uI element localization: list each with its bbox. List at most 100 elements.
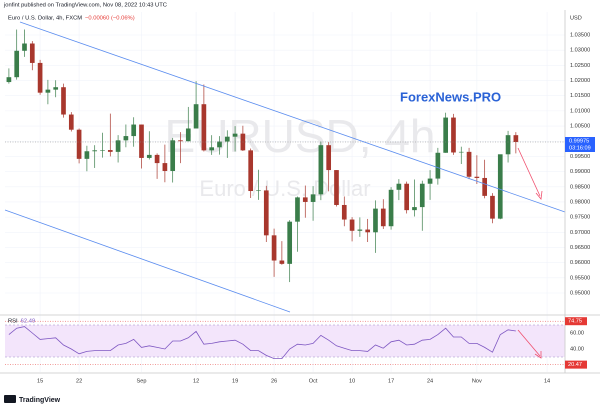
rsi-marker-box [565, 317, 587, 326]
logo: TradingView [19, 397, 61, 404]
candle-body [170, 140, 176, 171]
candle-body [458, 151, 464, 153]
candle-body [217, 141, 222, 148]
y-tick-label: 1.03500 [570, 32, 590, 38]
candle-body [466, 151, 472, 177]
rsi-band [5, 325, 565, 357]
candle-body [365, 229, 371, 233]
candle-body [318, 145, 324, 195]
x-tick-label: 22 [76, 378, 82, 384]
candle-body [310, 194, 316, 202]
marks [5, 29, 565, 365]
x-tick-label: 12 [193, 378, 199, 384]
candle-body [497, 154, 503, 219]
candle-body [326, 145, 332, 171]
candle-body [427, 178, 433, 184]
y-tick-label: 1.02000 [570, 78, 590, 84]
rsi-tick-label: 40.00 [570, 346, 584, 352]
candle-body [68, 114, 74, 130]
candle-body [201, 104, 207, 151]
candle-body [404, 183, 410, 211]
candle-body [505, 135, 511, 155]
y-tick-label: 0.98000 [570, 199, 590, 205]
candle-body [29, 43, 35, 63]
candle-body [373, 208, 378, 233]
candle-body [513, 135, 519, 142]
trend-line [4, 209, 291, 313]
candle-body [162, 163, 168, 171]
y-tick-label: 0.96000 [570, 260, 590, 266]
y-tick-label: 0.96500 [570, 245, 590, 251]
watermark-subtitle: Euro / U.S. Dollar [199, 176, 370, 201]
rsi-marker-label: 20.47 [568, 362, 582, 368]
y-tick-label: 1.01500 [570, 93, 590, 99]
price-label: 0.99975 [569, 138, 589, 144]
candle-body [107, 150, 113, 152]
y-tick-label: 0.99500 [570, 154, 590, 160]
candle-body [349, 219, 355, 231]
candle-body [482, 177, 488, 196]
candle-body [380, 208, 386, 227]
currency: USD [570, 15, 582, 21]
rsi-value: 62.49 [21, 319, 36, 325]
candle-body [53, 87, 59, 90]
candle-body [123, 136, 129, 141]
y-tick-label: 0.95500 [570, 275, 590, 281]
candle-body [154, 154, 160, 164]
candle-body [334, 170, 339, 205]
x-tick-label: 17 [388, 378, 394, 384]
candle-body [263, 190, 269, 236]
trend-line [19, 21, 566, 213]
candle-body [100, 150, 105, 151]
x-tick-label: 14 [544, 378, 550, 384]
candle-body [6, 77, 12, 83]
candle-body [451, 117, 456, 153]
y-tick-label: 1.02500 [570, 63, 590, 69]
candle-body [84, 151, 90, 159]
rsi-line [8, 326, 516, 359]
arrow-head [535, 190, 543, 200]
candle-body [256, 190, 261, 192]
candle-body [92, 150, 98, 152]
candle-body [178, 140, 183, 142]
candle-body [490, 195, 495, 219]
arrow-head [534, 351, 542, 359]
candle-body [341, 204, 347, 220]
candle-body [232, 133, 238, 137]
y-tick-label: 1.01000 [570, 108, 590, 114]
candle-body [185, 128, 191, 142]
arrow [517, 329, 541, 357]
y-tick-label: 0.99000 [570, 169, 590, 175]
x-tick-label: 10 [349, 378, 355, 384]
candle-body [474, 176, 480, 178]
x-tick-label: 15 [37, 378, 43, 384]
candle-body [146, 154, 152, 158]
candle-body [443, 117, 449, 153]
candle-body [76, 129, 82, 159]
candle-body [61, 87, 66, 115]
x-tick-label: 26 [271, 378, 277, 384]
candle-body [224, 136, 230, 142]
rsi-marker-box [565, 360, 587, 369]
y-tick-label: 0.95000 [570, 290, 590, 296]
candle-body [37, 62, 43, 93]
candle-body [22, 43, 27, 51]
publisher: jonfint published on TradingView.com, No… [3, 3, 167, 9]
rsi-marker-label: 74.75 [568, 319, 582, 325]
watermark: EURUSD, 4h [165, 110, 436, 162]
rsi-tick-label: 60.00 [570, 330, 584, 336]
x-tick-label: Nov [472, 378, 482, 384]
candle-body [131, 124, 137, 137]
candle-body [209, 147, 215, 151]
candle-body [287, 221, 293, 264]
candle-body [139, 124, 144, 158]
grid [5, 12, 565, 372]
candle-body [295, 197, 300, 222]
logo-icon [4, 395, 16, 403]
candle-body [396, 183, 402, 190]
y-tick-label: 0.97500 [570, 215, 590, 221]
candle-body [302, 197, 308, 202]
candle-body [412, 207, 417, 211]
candle-body [357, 229, 363, 231]
